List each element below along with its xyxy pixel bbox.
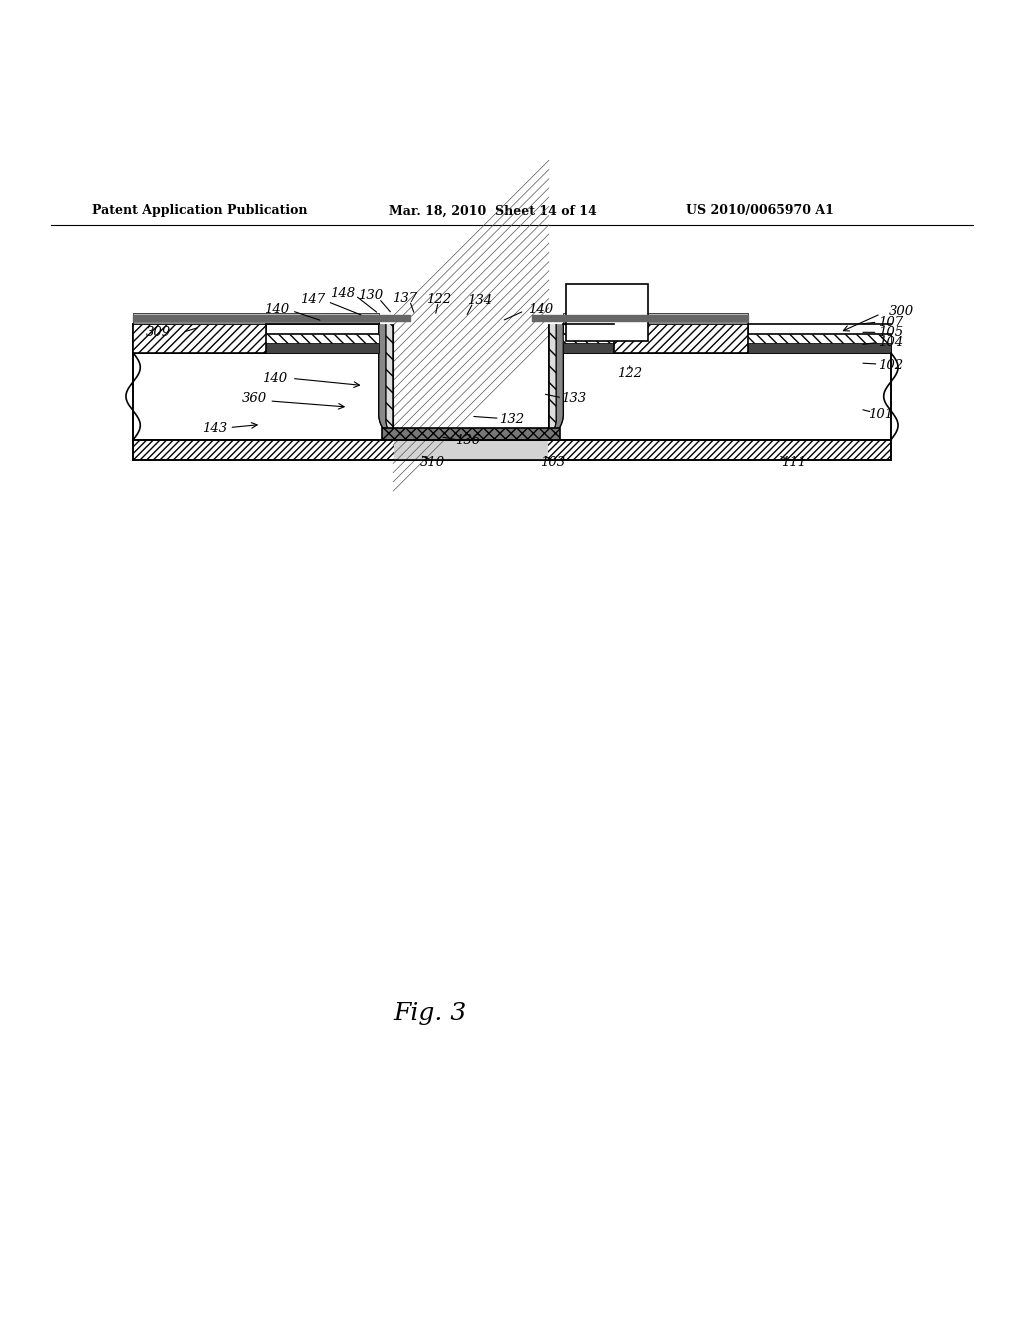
Bar	[566, 284, 648, 341]
Text: 143: 143	[203, 422, 227, 436]
Text: 140: 140	[262, 372, 287, 385]
Polygon shape	[386, 325, 556, 438]
Bar	[563, 313, 748, 318]
Bar	[133, 325, 266, 352]
Bar	[563, 318, 748, 325]
Text: Fig. 3: Fig. 3	[393, 1002, 467, 1024]
Text: 104: 104	[879, 337, 903, 348]
Bar	[614, 325, 748, 352]
Text: Patent Application Publication: Patent Application Publication	[92, 205, 307, 218]
Polygon shape	[379, 325, 563, 440]
Text: 136: 136	[456, 434, 480, 447]
Text: 105: 105	[879, 326, 903, 339]
Text: 132: 132	[500, 413, 524, 426]
Bar	[563, 334, 891, 343]
Text: Mar. 18, 2010  Sheet 14 of 14: Mar. 18, 2010 Sheet 14 of 14	[389, 205, 597, 218]
Bar	[133, 334, 379, 343]
Text: 137: 137	[392, 292, 417, 305]
Text: 130: 130	[358, 289, 383, 302]
Bar	[133, 325, 266, 352]
Text: 147: 147	[300, 293, 325, 306]
Text: 133: 133	[561, 392, 586, 405]
Text: 309: 309	[146, 326, 171, 339]
Text: 140: 140	[528, 304, 553, 317]
Text: 360: 360	[242, 392, 266, 405]
Bar	[394, 440, 548, 461]
Text: 134: 134	[467, 294, 492, 308]
Bar	[133, 343, 379, 352]
Text: 300: 300	[889, 305, 913, 318]
Bar	[614, 325, 748, 352]
Bar	[133, 313, 379, 318]
Bar	[133, 352, 891, 440]
Bar	[133, 334, 891, 343]
Polygon shape	[393, 325, 549, 438]
Text: US 2010/0065970 A1: US 2010/0065970 A1	[686, 205, 834, 218]
Text: 111: 111	[781, 455, 806, 469]
Text: 310: 310	[420, 455, 444, 469]
Polygon shape	[379, 325, 563, 440]
Polygon shape	[386, 325, 556, 438]
Text: 101: 101	[868, 408, 893, 421]
Bar	[133, 440, 891, 461]
Text: 148: 148	[331, 286, 355, 300]
Text: 107: 107	[879, 315, 903, 329]
Bar	[393, 325, 549, 440]
Text: 122: 122	[617, 367, 642, 380]
Text: 122: 122	[426, 293, 451, 306]
Text: 140: 140	[264, 304, 289, 317]
Bar	[382, 428, 560, 440]
Text: 103: 103	[541, 455, 565, 469]
Bar	[563, 343, 891, 352]
Text: 102: 102	[879, 359, 903, 372]
Bar	[133, 343, 891, 352]
Bar	[133, 318, 379, 325]
